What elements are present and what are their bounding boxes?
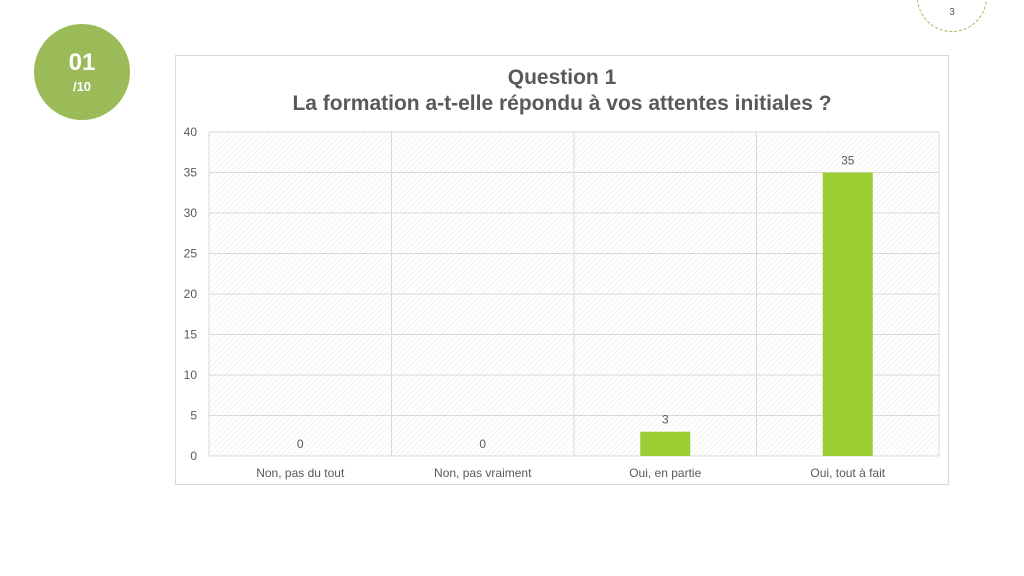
x-tick-label: Oui, en partie xyxy=(629,466,701,480)
chart-container: Question 1 La formation a-t-elle répondu… xyxy=(175,55,949,485)
data-label: 0 xyxy=(297,437,304,451)
x-tick-label: Non, pas vraiment xyxy=(434,466,532,480)
y-tick-label: 40 xyxy=(184,125,198,139)
chart-title-line2: La formation a-t-elle répondu à vos atte… xyxy=(292,92,832,115)
x-tick-label: Non, pas du tout xyxy=(256,466,345,480)
y-tick-label: 25 xyxy=(184,247,198,261)
chart-title-line1: Question 1 xyxy=(507,66,617,89)
y-tick-label: 30 xyxy=(184,206,198,220)
y-tick-label: 0 xyxy=(190,449,197,463)
page-number: 3 xyxy=(949,7,955,18)
bar-chart: 0 5 10 15 20 25 30 35 40 0 Non, pas du tout 0 Non, p… xyxy=(184,125,940,480)
data-label: 0 xyxy=(479,437,486,451)
question-number-badge: 01 /10 xyxy=(34,24,130,120)
bar xyxy=(640,431,691,456)
y-tick-label: 35 xyxy=(184,166,198,180)
question-number: 01 xyxy=(68,49,96,76)
y-tick-label: 20 xyxy=(184,287,198,301)
data-label: 3 xyxy=(662,413,669,427)
chart-title: Question 1 La formation a-t-elle répondu… xyxy=(176,65,948,117)
data-label: 35 xyxy=(841,154,855,168)
bar xyxy=(822,172,873,456)
question-total: /10 xyxy=(72,79,92,94)
y-tick-label: 10 xyxy=(184,368,198,382)
x-tick-label: Oui, tout à fait xyxy=(810,466,885,480)
y-tick-label: 15 xyxy=(184,328,198,342)
y-tick-label: 5 xyxy=(190,409,197,423)
